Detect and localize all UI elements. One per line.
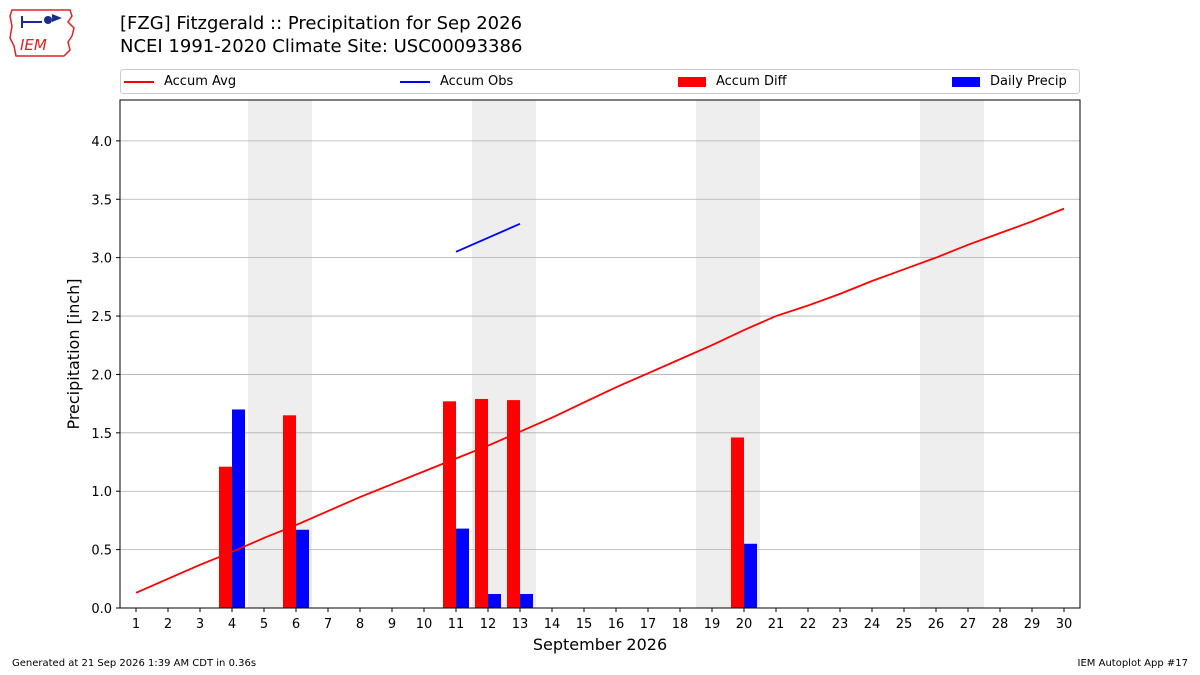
legend-item-daily-precip: Daily Precip [952, 73, 1067, 91]
accum-avg-line [135, 207, 1065, 594]
iem-logo: IEM [9, 9, 75, 57]
legend-label-daily-precip: Daily Precip [990, 74, 1067, 89]
x-tick-label: 6 [292, 617, 300, 632]
x-tick-label: 12 [480, 617, 497, 632]
accum-diff-bar [219, 466, 232, 608]
accum-obs-line [455, 222, 521, 253]
daily-precip-bar [456, 528, 469, 608]
weekend-band-27 [952, 100, 984, 608]
legend-item-accum-diff: Accum Diff [678, 73, 787, 91]
x-tick-label: 23 [832, 617, 849, 632]
accum-diff-bar [731, 437, 744, 608]
y-tick-label: 2.5 [91, 310, 112, 325]
legend-label-accum-obs: Accum Obs [440, 74, 514, 89]
x-tick-label: 10 [416, 617, 433, 632]
x-tick-label: 19 [704, 617, 721, 632]
x-tick-label: 16 [608, 617, 625, 632]
x-axis-label: September 2026 [533, 635, 667, 654]
x-tick-label: 22 [800, 617, 817, 632]
y-tick-label: 0.5 [91, 544, 112, 559]
x-tick-label: 2 [164, 617, 172, 632]
weekend-band-12 [472, 100, 504, 608]
daily-precip-bar [296, 529, 309, 608]
x-tick-label: 15 [576, 617, 593, 632]
daily-precip-bar [488, 593, 501, 608]
accum-diff-bar [475, 398, 488, 608]
daily-precip-bar [520, 593, 533, 608]
plot-frame [119, 99, 1081, 609]
x-tick-label: 30 [1056, 617, 1073, 632]
weekend-band-20 [728, 100, 760, 608]
x-tick-label: 8 [356, 617, 364, 632]
weekend-band-5 [248, 100, 280, 608]
footer-generated: Generated at 21 Sep 2026 1:39 AM CDT in … [12, 658, 257, 669]
legend-swatch-accum-obs [400, 80, 430, 83]
x-tick-label: 14 [544, 617, 561, 632]
x-tick-label: 11 [448, 617, 465, 632]
y-tick-label: 1.0 [91, 485, 112, 500]
chart-title: [FZG] Fitzgerald :: Precipitation for Se… [120, 12, 522, 58]
weekend-band-26 [920, 100, 952, 608]
x-tick-label: 21 [768, 617, 785, 632]
y-tick-label: 0.0 [91, 602, 112, 617]
x-tick-label: 24 [864, 617, 881, 632]
x-tick-label: 3 [196, 617, 204, 632]
legend-swatch-daily-precip [952, 76, 980, 87]
daily-precip-bar [232, 409, 245, 608]
title-line1: [FZG] Fitzgerald :: Precipitation for Se… [120, 13, 523, 34]
x-tick-label: 9 [388, 617, 396, 632]
weekend-band-6 [280, 100, 312, 608]
x-tick-label: 27 [960, 617, 977, 632]
y-tick-label: 3.5 [91, 193, 112, 208]
x-tick-label: 26 [928, 617, 945, 632]
x-tick-label: 4 [228, 617, 236, 632]
logo-text: IEM [20, 36, 47, 54]
x-tick-label: 18 [672, 617, 689, 632]
legend-swatch-accum-diff [678, 76, 706, 87]
legend-item-accum-obs: Accum Obs [400, 73, 513, 91]
accum-diff-bar [507, 400, 520, 608]
legend-swatch-accum-avg [124, 80, 154, 83]
legend-item-accum-avg: Accum Avg [124, 73, 236, 91]
accum-diff-bar [283, 415, 296, 608]
x-tick-label: 29 [1024, 617, 1041, 632]
y-tick-label: 4.0 [91, 135, 112, 150]
x-tick-label: 1 [132, 617, 140, 632]
y-tick-label: 1.5 [91, 427, 112, 442]
daily-precip-bar [744, 543, 757, 608]
legend: Accum Avg Accum Obs Accum Diff Daily Pre… [120, 69, 1080, 94]
legend-label-accum-diff: Accum Diff [716, 74, 787, 89]
x-tick-label: 13 [512, 617, 529, 632]
y-tick-label: 2.0 [91, 368, 112, 383]
y-tick-label: 3.0 [91, 252, 112, 267]
weekend-band-19 [696, 100, 728, 608]
x-tick-label: 5 [260, 617, 268, 632]
legend-label-accum-avg: Accum Avg [164, 74, 237, 89]
x-tick-label: 20 [736, 617, 753, 632]
weekend-band-13 [504, 100, 536, 608]
y-axis-label: Precipitation [inch] [64, 278, 83, 429]
x-tick-label: 7 [324, 617, 332, 632]
footer-app: IEM Autoplot App #17 [1077, 658, 1188, 669]
accum-diff-bar [443, 401, 456, 608]
x-tick-label: 28 [992, 617, 1009, 632]
title-line2: NCEI 1991-2020 Climate Site: USC00093386 [120, 36, 523, 57]
x-tick-label: 25 [896, 617, 913, 632]
x-tick-label: 17 [640, 617, 657, 632]
